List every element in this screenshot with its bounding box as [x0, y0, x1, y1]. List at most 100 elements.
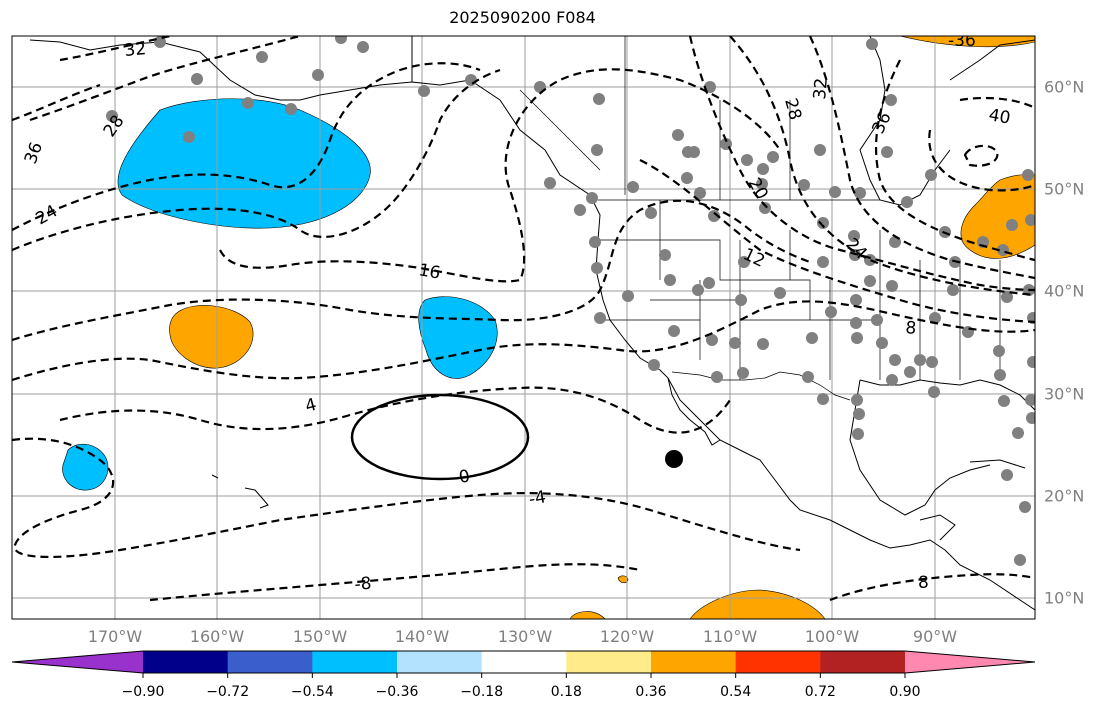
contour-40 — [928, 96, 1035, 192]
contour-12-east — [639, 159, 1035, 324]
colorbar-segment — [143, 651, 229, 673]
station-dot — [729, 337, 741, 349]
blue-region-aleutian — [117, 98, 371, 229]
colorbar-tick-label: −0.18 — [460, 684, 504, 700]
contour-label: 4 — [303, 395, 319, 417]
station-dot — [817, 217, 829, 229]
contour-label: -36 — [948, 31, 976, 51]
station-dot — [901, 196, 913, 208]
station-dot — [256, 51, 268, 63]
contour-label: -4 — [527, 487, 547, 510]
station-dot — [947, 284, 959, 296]
station-dot — [886, 280, 898, 292]
yucatan — [919, 514, 956, 541]
station-dot — [738, 256, 750, 268]
contour-label: -8 — [354, 574, 373, 595]
station-dot — [593, 93, 605, 105]
longitude-label: 120°W — [599, 627, 655, 646]
station-dot — [853, 408, 865, 420]
colorbar-segment — [397, 651, 483, 673]
station-dot — [1014, 554, 1026, 566]
station-dot — [589, 236, 601, 248]
us-mexico-border — [671, 371, 851, 401]
station-dot — [871, 314, 883, 326]
colorbar-tick-label: −0.54 — [290, 684, 334, 700]
station-dot — [757, 338, 769, 350]
contour-16 — [219, 68, 781, 283]
contour-label: 8 — [905, 318, 918, 339]
station-dot — [668, 325, 680, 337]
station-dot — [757, 163, 769, 175]
station-markers — [106, 36, 1035, 566]
station-dot — [106, 110, 118, 122]
canada-provinces — [519, 36, 791, 200]
station-dot — [1022, 169, 1034, 181]
station-dot — [1012, 427, 1024, 439]
station-dot — [851, 332, 863, 344]
station-dot — [1027, 356, 1035, 368]
longitude-label: 140°W — [394, 627, 450, 646]
station-dot — [928, 386, 940, 398]
contour-label: 32 — [810, 77, 832, 100]
station-dot — [998, 395, 1010, 407]
longitude-label: 130°W — [497, 627, 553, 646]
station-dot — [586, 192, 598, 204]
station-dot — [774, 287, 786, 299]
station-dot — [825, 306, 837, 318]
station-dot — [851, 394, 863, 406]
station-dot — [925, 169, 937, 181]
station-dot — [1001, 291, 1013, 303]
station-dot — [357, 41, 369, 53]
station-dot — [681, 172, 693, 184]
station-dot — [852, 428, 864, 440]
station-dot — [706, 334, 718, 346]
station-dot — [854, 187, 866, 199]
station-dot — [664, 274, 676, 286]
station-dot — [962, 326, 974, 338]
latitude-label: 50°N — [1044, 179, 1085, 199]
contour-label: 36 — [868, 109, 895, 137]
canada-east-coast — [949, 39, 1035, 81]
colorbar-ticks — [142, 673, 906, 678]
station-dot — [1006, 219, 1018, 231]
orange-region-south — [689, 589, 826, 619]
colorbar-tick-label: 0.90 — [889, 684, 921, 700]
contour-label: 8 — [918, 573, 929, 593]
contour-20-east — [688, 36, 1035, 292]
station-dot — [904, 366, 916, 378]
station-dot — [806, 332, 818, 344]
north-america-coast — [411, 36, 1035, 611]
contour-24-west — [12, 62, 481, 231]
station-dot — [692, 284, 704, 296]
station-dot — [622, 290, 634, 302]
station-dot — [767, 151, 779, 163]
contour-label: 0 — [457, 466, 471, 488]
contour-label: 40 — [987, 105, 1012, 128]
contour-32-west — [59, 36, 171, 62]
map-title: 2025090200 F084 — [449, 8, 596, 27]
station-dot — [627, 181, 639, 193]
station-dot — [993, 345, 1005, 357]
station-dot — [591, 262, 603, 274]
colorbar-segment — [312, 651, 398, 673]
gulf-coast — [859, 379, 1035, 411]
station-dot — [594, 312, 606, 324]
station-dot — [694, 187, 706, 199]
station-dot — [756, 178, 768, 190]
station-dot — [889, 354, 901, 366]
contour-0 — [350, 393, 530, 481]
station-dot — [829, 186, 841, 198]
latitude-label: 40°N — [1044, 281, 1085, 301]
map-frame — [11, 35, 1036, 620]
longitude-label: 110°W — [702, 627, 758, 646]
station-dot — [645, 207, 657, 219]
colorbar-extend-right — [905, 651, 1035, 673]
station-dot — [1019, 501, 1031, 513]
station-dot — [885, 94, 897, 106]
station-dot — [688, 146, 700, 158]
station-dot — [574, 204, 586, 216]
colorbar-tick-label: −0.90 — [121, 684, 165, 700]
longitude-label: 160°W — [189, 627, 245, 646]
station-dot — [591, 144, 603, 156]
station-dot — [866, 38, 878, 50]
